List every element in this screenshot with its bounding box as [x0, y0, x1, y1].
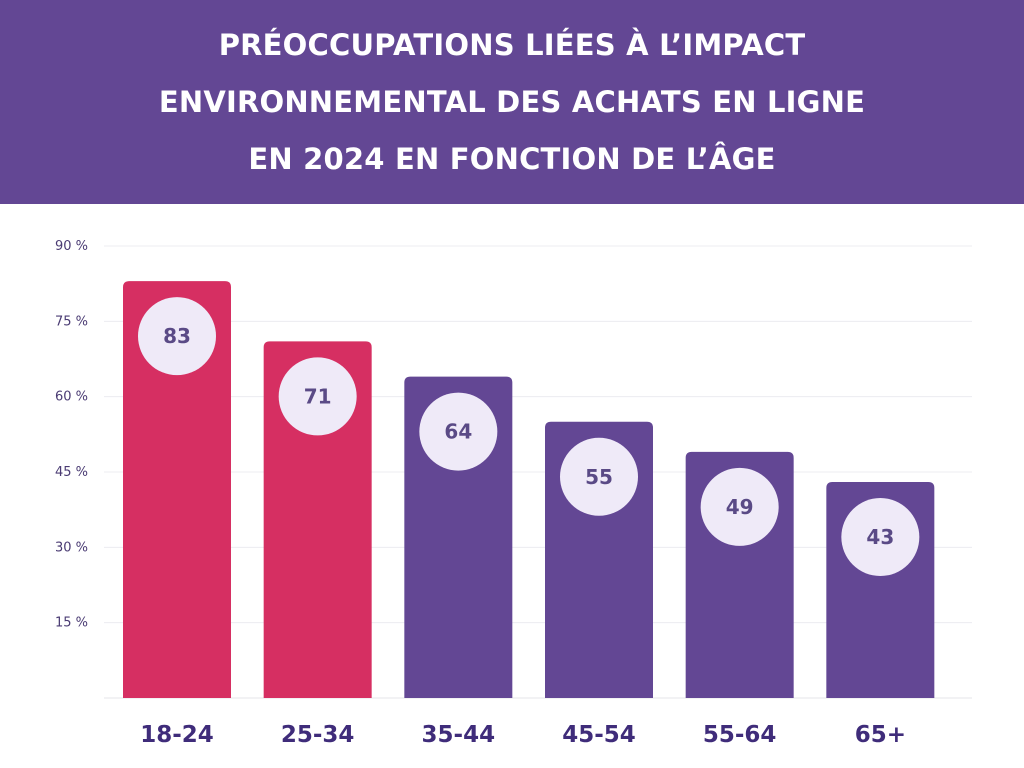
data-label-circle: [278, 357, 357, 436]
data-label: 71: [304, 384, 332, 408]
y-tick-label: 30 %: [55, 540, 88, 555]
data-label: 49: [726, 495, 754, 519]
x-tick-label: 18-24: [140, 722, 214, 748]
y-tick-label: 90 %: [55, 239, 88, 254]
y-tick-label: 15 %: [55, 616, 88, 631]
x-tick-label: 55-64: [703, 722, 777, 748]
x-tick-label: 65+: [855, 722, 906, 748]
y-tick-label: 45 %: [55, 465, 88, 480]
bar-18-24: [123, 281, 231, 698]
title-banner: PRÉOCCUPATIONS LIÉES À L’IMPACT ENVIRONN…: [0, 0, 1024, 204]
data-label-circle: [138, 297, 216, 376]
x-tick-label: 45-54: [562, 722, 636, 748]
data-label-circle: [419, 392, 498, 471]
bar-25-34: [263, 341, 372, 698]
y-tick-label: 60 %: [55, 390, 88, 405]
data-label: 43: [866, 525, 894, 549]
data-label: 83: [163, 324, 191, 348]
data-label-circle: [560, 437, 638, 516]
y-tick-label: 75 %: [55, 314, 88, 329]
data-label-circle: [841, 498, 920, 577]
chart-title-line-2: ENVIRONNEMENTAL DES ACHATS EN LIGNE: [158, 84, 866, 119]
data-label: 55: [585, 465, 613, 489]
x-tick-label: 35-44: [422, 722, 496, 748]
bar-chart: 15 % 30 % 45 % 60 % 75 % 90 % 83 18-24 71 25-34 64…: [55, 239, 972, 748]
chart-title-line-1: PRÉOCCUPATIONS LIÉES À L’IMPACT: [218, 27, 806, 62]
data-label-circle: [700, 467, 779, 546]
x-tick-label: 25-34: [281, 722, 355, 748]
data-label: 64: [444, 420, 472, 444]
chart-title-line-3: EN 2024 EN FONCTION DE L’ÂGE: [248, 141, 776, 176]
